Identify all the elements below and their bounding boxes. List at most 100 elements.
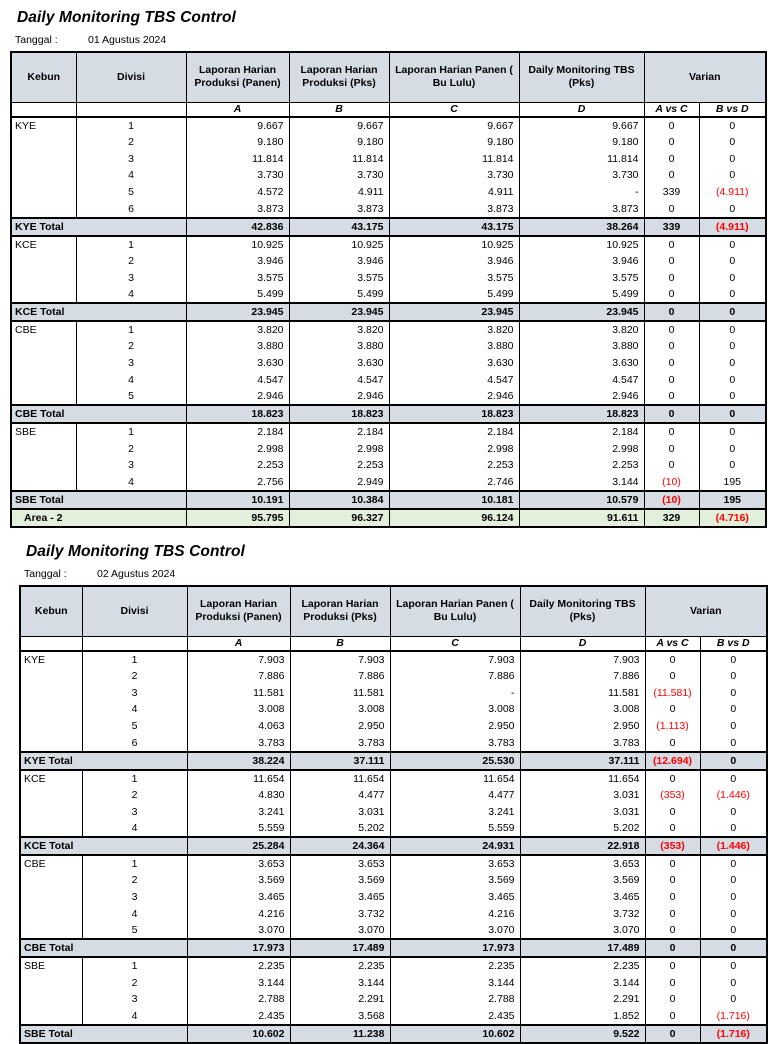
- cell-varian-avsc: 0: [644, 872, 701, 889]
- cell-varian-bvsd: 0: [699, 922, 768, 940]
- cell-kebun: [19, 803, 83, 820]
- cell-value-a: 18.823: [185, 404, 290, 425]
- cell-value-b: 3.144: [289, 974, 391, 991]
- cell-varian-avsc: 0: [644, 991, 701, 1008]
- cell-divisi: 3: [75, 354, 187, 372]
- cell-value-a: 2.235: [186, 957, 291, 975]
- cell-kebun: SBE: [10, 423, 77, 441]
- cell-varian-avsc: (11.581): [644, 684, 701, 701]
- cell-divisi: 5: [75, 183, 187, 201]
- cell-varian-avsc: 0: [644, 667, 701, 685]
- subheader-divisi-empty: [75, 101, 187, 118]
- cell-kebun: [10, 183, 77, 201]
- cell-value-c: 4.216: [389, 905, 521, 923]
- cell-kebun: [10, 371, 77, 389]
- subheader-divisi-empty: [81, 635, 188, 652]
- cell-value-c: 2.788: [389, 991, 521, 1008]
- cell-kebun: [19, 905, 83, 923]
- cell-value-a: 4.063: [186, 717, 291, 735]
- table-row: 3 11.581 11.581-11.581 (11.581) 0: [19, 684, 768, 701]
- col-header-daily-monitoring-tbs: Daily Monitoring TBS (Pks): [519, 585, 646, 637]
- cell-varian-avsc: (10): [643, 473, 700, 491]
- cell-varian-bvsd: 0: [699, 667, 768, 685]
- cell-kebun: [10, 388, 77, 406]
- cell-varian-bvsd: 0: [698, 371, 767, 389]
- cell-divisi: 1: [81, 855, 188, 872]
- date-value: 01 Agustus 2024: [88, 34, 167, 46]
- cell-value-c: 10.181: [388, 489, 520, 510]
- cell-value-a: 3.630: [185, 354, 290, 372]
- cell-divisi: 2: [81, 786, 188, 804]
- section-total-row: CBE Total 18.823 18.823 18.823 18.823 0 0: [10, 404, 767, 425]
- cell-value-c: 17.973: [389, 938, 521, 959]
- cell-varian-bvsd: 0: [698, 116, 767, 134]
- cell-value-d: 3.946: [518, 252, 645, 270]
- cell-varian-avsc: 0: [643, 423, 700, 441]
- subheader-d: D: [518, 101, 645, 118]
- subheader-a-vs-c: A vs C: [643, 101, 700, 118]
- cell-value-b: 2.946: [288, 388, 390, 406]
- cell-varian-bvsd: 0: [698, 388, 767, 406]
- cell-value-d: 3.575: [518, 269, 645, 286]
- cell-kebun: [10, 167, 77, 184]
- cell-kebun: [19, 786, 83, 804]
- cell-kebun: [19, 1007, 83, 1025]
- total-label: KYE Total: [19, 750, 188, 771]
- cell-value-a: 2.184: [185, 423, 290, 441]
- table-row: 4 3.730 3.730 3.730 3.730 0 0: [10, 167, 767, 184]
- cell-value-c: 23.945: [388, 302, 520, 322]
- cell-value-c: 3.630: [388, 354, 520, 372]
- cell-value-b: 3.873: [288, 200, 390, 218]
- cell-value-a: 3.946: [185, 252, 290, 270]
- cell-divisi: 2: [75, 440, 187, 457]
- cell-varian-bvsd: 0: [698, 150, 767, 167]
- cell-divisi: 2: [75, 338, 187, 355]
- cell-varian-avsc: 0: [643, 286, 700, 303]
- cell-divisi: 4: [81, 1007, 188, 1025]
- cell-value-c: 9.180: [388, 133, 520, 151]
- cell-value-b: 3.820: [288, 321, 390, 338]
- subheader-b: B: [289, 635, 391, 652]
- table-row: 4 2.435 3.568 2.435 1.852 0 (1.716): [19, 1007, 768, 1025]
- table-row: KCE 1 10.925 10.925 10.925 10.925 0 0: [10, 235, 767, 253]
- monitoring-table: Kebun Divisi Laporan Harian Produksi (Pane…: [19, 585, 768, 1044]
- cell-divisi: 3: [75, 150, 187, 167]
- cell-value-d: 2.253: [518, 457, 645, 474]
- report-title: Daily Monitoring TBS Control: [17, 9, 236, 26]
- cell-value-c: 5.559: [389, 820, 521, 837]
- cell-value-b: 2.949: [288, 473, 390, 491]
- cell-value-a: 3.144: [186, 974, 291, 991]
- cell-value-d: 11.581: [519, 684, 646, 701]
- cell-value-a: 5.559: [186, 820, 291, 837]
- cell-value-a: 95.795: [185, 507, 290, 528]
- subheader-d: D: [519, 635, 646, 652]
- cell-divisi: 1: [81, 650, 188, 668]
- cell-kebun: [10, 457, 77, 474]
- cell-value-b: 18.823: [288, 404, 390, 425]
- cell-value-c: 2.946: [388, 388, 520, 406]
- cell-kebun: [19, 872, 83, 889]
- cell-divisi: 1: [75, 423, 187, 441]
- total-label: SBE Total: [10, 489, 187, 510]
- cell-varian-avsc: 0: [644, 974, 701, 991]
- table-row: 4 4.216 3.732 4.216 3.732 0 0: [19, 905, 768, 923]
- cell-varian-avsc: 0: [643, 321, 700, 338]
- cell-varian-avsc: 0: [644, 1023, 701, 1044]
- cell-divisi: 1: [75, 116, 187, 134]
- cell-divisi: 1: [75, 321, 187, 338]
- col-header-varian: Varian: [644, 585, 768, 637]
- cell-value-b: 3.880: [288, 338, 390, 355]
- table-row: 4 2.756 2.949 2.746 3.144 (10) 195: [10, 473, 767, 491]
- cell-value-a: 25.284: [186, 836, 291, 856]
- cell-value-b: 7.886: [289, 667, 391, 685]
- cell-value-d: 5.499: [518, 286, 645, 303]
- cell-value-d: 17.489: [519, 938, 646, 959]
- table-row: 2 3.880 3.880 3.880 3.880 0 0: [10, 338, 767, 355]
- cell-varian-avsc: 339: [643, 216, 700, 237]
- cell-value-a: 11.654: [186, 769, 291, 787]
- cell-value-d: 11.814: [518, 150, 645, 167]
- cell-varian-bvsd: 0: [699, 734, 768, 752]
- cell-divisi: 4: [75, 473, 187, 491]
- date-label: Tanggal :: [15, 34, 58, 46]
